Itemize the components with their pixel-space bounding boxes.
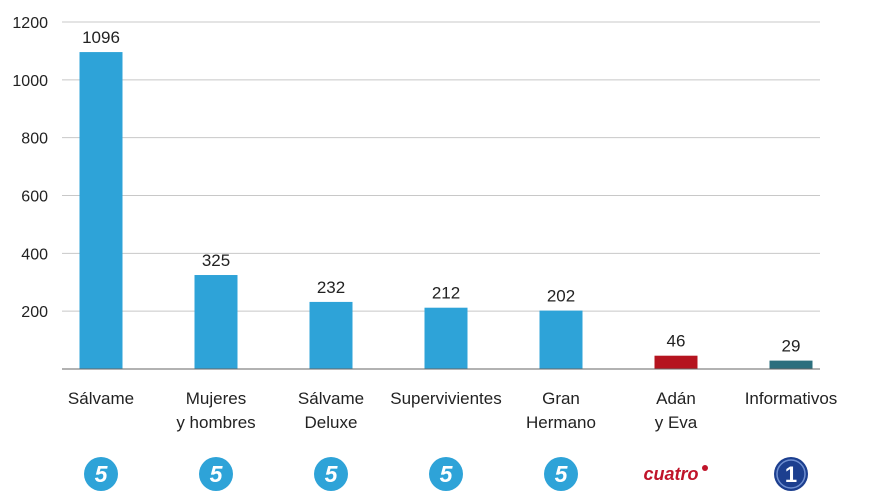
category-label: Mujeres bbox=[186, 389, 246, 408]
category-labels: Sálvame Mujeres y hombres Sálvame Deluxe Supe… bbox=[68, 389, 837, 432]
category-label: Gran bbox=[542, 389, 580, 408]
telecinco-logo-circle bbox=[199, 457, 233, 491]
telecinco-logo-circle bbox=[544, 457, 578, 491]
bar-value-label: 212 bbox=[432, 284, 460, 303]
bar bbox=[769, 360, 813, 369]
bar bbox=[309, 301, 353, 369]
telecinco-logo-text: 5 bbox=[555, 461, 569, 487]
bar-value-label: 29 bbox=[782, 337, 801, 356]
telecinco-logo-icon: 5 bbox=[544, 457, 578, 491]
category-label: Sálvame bbox=[298, 389, 364, 408]
bar-value-label: 232 bbox=[317, 278, 345, 297]
y-tick-label: 1000 bbox=[12, 73, 48, 90]
la1-logo-ring bbox=[776, 459, 806, 489]
telecinco-logo-text: 5 bbox=[95, 461, 109, 487]
telecinco-logo-text: 5 bbox=[210, 461, 224, 487]
bar bbox=[194, 275, 238, 369]
bar bbox=[424, 307, 468, 369]
bar-value-label: 1096 bbox=[82, 28, 120, 47]
bar bbox=[654, 355, 698, 369]
category-label: Informativos bbox=[745, 389, 838, 408]
cuatro-logo-text: cuatro bbox=[643, 464, 698, 484]
category-label: Sálvame bbox=[68, 389, 134, 408]
telecinco-logo-circle bbox=[84, 457, 118, 491]
la1-logo-text: 1 bbox=[785, 462, 797, 487]
telecinco-logo-text: 5 bbox=[440, 461, 454, 487]
la1-logo-circle bbox=[774, 457, 808, 491]
y-tick-label: 400 bbox=[21, 246, 48, 263]
telecinco-logo-circle bbox=[429, 457, 463, 491]
cuatro-logo-dot bbox=[702, 465, 708, 471]
y-axis-tick-labels: 200 400 600 800 1000 1200 bbox=[12, 15, 48, 321]
cuatro-logo-icon: cuatro bbox=[643, 464, 708, 484]
bar-value-label: 202 bbox=[547, 287, 575, 306]
telecinco-logo-icon: 5 bbox=[429, 457, 463, 491]
y-tick-label: 600 bbox=[21, 189, 48, 206]
bar bbox=[79, 52, 123, 369]
category-label: Deluxe bbox=[305, 413, 358, 432]
bar-value-label: 325 bbox=[202, 251, 230, 270]
y-tick-label: 200 bbox=[21, 304, 48, 321]
y-tick-label: 1200 bbox=[12, 15, 48, 32]
y-tick-label: 800 bbox=[21, 131, 48, 148]
category-label: y Eva bbox=[655, 413, 698, 432]
telecinco-logo-icon: 5 bbox=[84, 457, 118, 491]
category-label: Hermano bbox=[526, 413, 596, 432]
bar-value-labels: 1096 325 232 212 202 46 29 bbox=[82, 28, 800, 356]
telecinco-logo-text: 5 bbox=[325, 461, 339, 487]
bar-value-label: 46 bbox=[667, 332, 686, 351]
bars bbox=[79, 52, 813, 369]
la1-logo-icon: 1 bbox=[774, 457, 808, 491]
telecinco-logo-circle bbox=[314, 457, 348, 491]
channel-logos: 5 5 5 5 5 cuatro 1 bbox=[84, 457, 808, 491]
category-label: Adán bbox=[656, 389, 696, 408]
category-label: Supervivientes bbox=[390, 389, 502, 408]
telecinco-logo-icon: 5 bbox=[314, 457, 348, 491]
telecinco-logo-icon: 5 bbox=[199, 457, 233, 491]
category-label: y hombres bbox=[176, 413, 255, 432]
gridlines bbox=[62, 21, 820, 312]
bar bbox=[539, 310, 583, 369]
